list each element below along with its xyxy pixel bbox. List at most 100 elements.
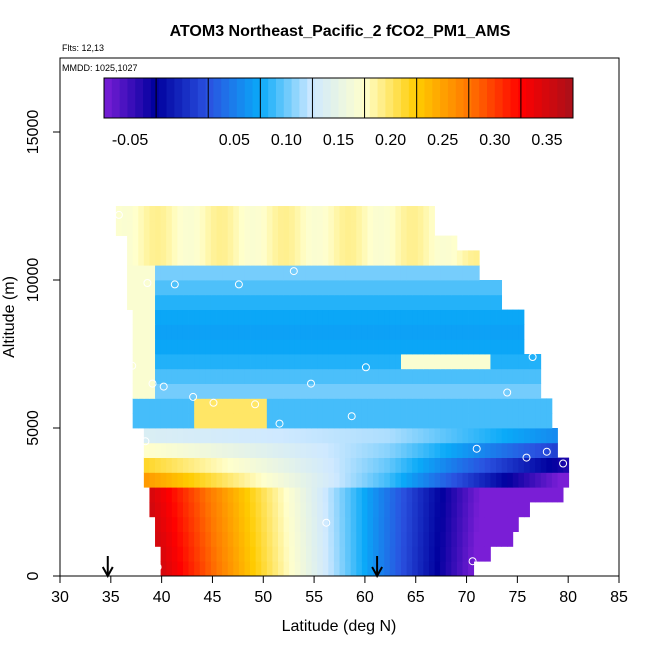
heatmap-cell	[339, 413, 346, 429]
heatmap-cell	[490, 324, 497, 340]
heatmap-cell	[512, 457, 519, 473]
heatmap-cell	[210, 368, 217, 384]
heatmap-cell	[289, 442, 296, 458]
heatmap-cell	[468, 457, 475, 473]
heatmap-cell	[345, 472, 352, 488]
heatmap-cell	[412, 383, 419, 399]
heatmap-cell	[194, 309, 201, 325]
heatmap-cell	[278, 235, 284, 251]
heatmap-cell	[227, 428, 234, 444]
heatmap-cell	[535, 354, 542, 370]
heatmap-cell	[127, 265, 134, 281]
heatmap-cell	[423, 428, 430, 444]
heatmap-cell	[361, 442, 368, 458]
heatmap-cell	[194, 235, 201, 251]
heatmap-cell	[199, 280, 206, 296]
colorbar-segment	[322, 78, 332, 118]
heatmap-cell	[345, 561, 352, 577]
heatmap-cell	[289, 368, 296, 384]
heatmap-cell	[250, 309, 257, 325]
heatmap-cell	[205, 383, 212, 399]
heatmap-cell	[406, 428, 413, 444]
heatmap-cell	[166, 516, 173, 532]
heatmap-cell	[222, 309, 229, 325]
heatmap-cell	[473, 502, 480, 518]
heatmap-cell	[149, 294, 156, 310]
heatmap-cell	[311, 206, 318, 222]
heatmap-cell	[350, 235, 357, 251]
heatmap-cell	[356, 294, 363, 310]
heatmap-cell	[406, 280, 413, 296]
heatmap-cell	[171, 368, 178, 384]
heatmap-cell	[261, 324, 268, 340]
heatmap-cell	[389, 472, 396, 488]
heatmap-cell	[255, 472, 262, 488]
heatmap-cell	[294, 442, 301, 458]
heatmap-cell	[423, 546, 430, 562]
heatmap-cell	[417, 368, 424, 384]
heatmap-cell	[289, 457, 296, 473]
heatmap-cell	[529, 398, 536, 414]
heatmap-cell	[512, 398, 519, 414]
heatmap-cell	[233, 531, 240, 547]
colorbar-segment	[315, 78, 324, 118]
heatmap-cell	[339, 235, 346, 251]
heatmap-cell	[199, 413, 206, 429]
heatmap-cell	[305, 324, 312, 340]
heatmap-cell	[210, 516, 217, 532]
heatmap-cell	[222, 442, 229, 458]
heatmap-cell	[149, 354, 156, 370]
heatmap-cell	[389, 398, 396, 414]
heatmap-cell	[507, 442, 514, 458]
heatmap-cell	[278, 428, 284, 444]
heatmap-cell	[462, 309, 469, 325]
heatmap-cell	[378, 457, 385, 473]
heatmap-cell	[143, 383, 150, 399]
heatmap-cell	[333, 487, 340, 503]
heatmap-cell	[367, 339, 374, 355]
sample-point	[559, 459, 568, 468]
sample-point	[307, 379, 315, 388]
heatmap-cell	[244, 235, 251, 251]
heatmap-cell	[233, 220, 240, 236]
heatmap-cell	[255, 280, 262, 296]
heatmap-cell	[300, 294, 307, 310]
heatmap-cell	[278, 324, 284, 340]
heatmap-cell	[512, 339, 519, 355]
heatmap-cell	[356, 220, 363, 236]
heatmap-cell	[400, 398, 407, 414]
heatmap-cell	[166, 472, 173, 488]
sample-point	[289, 267, 298, 276]
heatmap-cell	[333, 413, 340, 429]
heatmap-cell	[305, 516, 312, 532]
sample-point	[542, 447, 551, 456]
heatmap-cell	[188, 516, 195, 532]
heatmap-cell	[518, 339, 525, 355]
heatmap-cell	[389, 531, 396, 547]
colorbar-segment	[275, 78, 285, 118]
heatmap-cell	[484, 398, 491, 414]
heatmap-cell	[490, 531, 497, 547]
heatmap-cell	[305, 250, 312, 266]
heatmap-cell	[328, 398, 335, 414]
heatmap-cell	[272, 368, 279, 384]
heatmap-cell	[311, 280, 318, 296]
heatmap-cell	[451, 280, 458, 296]
heatmap-cell	[322, 428, 329, 444]
heatmap-cell	[272, 309, 279, 325]
heatmap-cell	[389, 383, 396, 399]
heatmap-cell	[395, 398, 402, 414]
heatmap-cell	[462, 354, 469, 370]
heatmap-cell	[171, 294, 178, 310]
heatmap-cell	[333, 516, 340, 532]
heatmap-cell	[261, 339, 268, 355]
heatmap-cell	[300, 487, 307, 503]
heatmap-cell	[367, 561, 374, 577]
heatmap-cell	[451, 368, 458, 384]
heatmap-cell	[484, 309, 491, 325]
heatmap-cell	[484, 368, 491, 384]
heatmap-cell	[182, 502, 189, 518]
heatmap-cell	[155, 502, 162, 518]
heatmap-cell	[305, 206, 312, 222]
heatmap-cell	[356, 428, 363, 444]
